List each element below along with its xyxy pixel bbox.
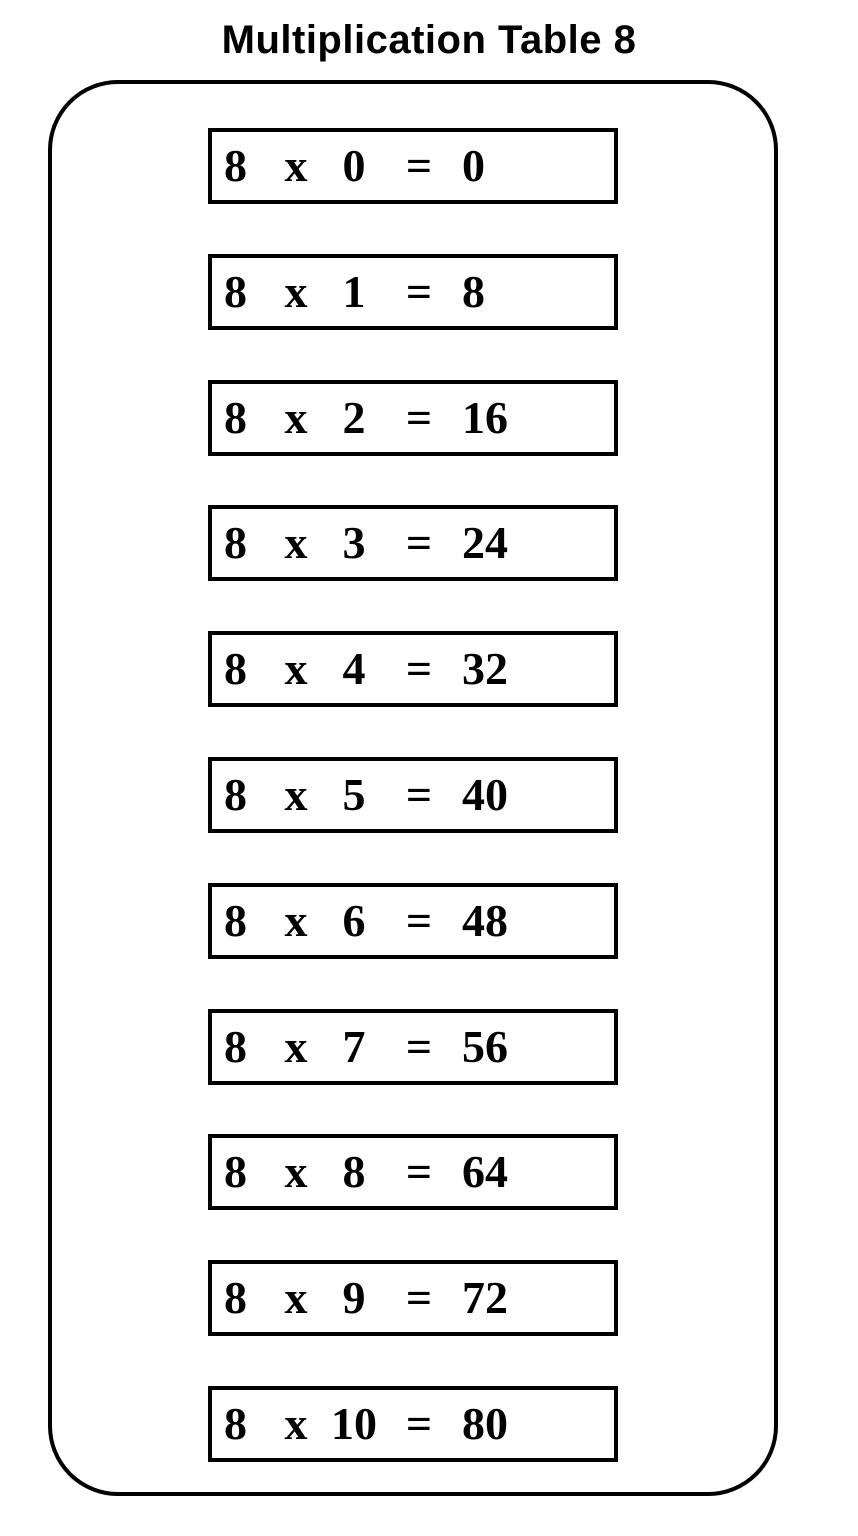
equals-operator: = <box>404 1401 434 1447</box>
operand-a: 8 <box>224 772 264 818</box>
equation-row: 8x4 = 32 <box>208 631 618 707</box>
operand-b: 7 <box>328 1024 380 1070</box>
equals-operator: = <box>404 1024 434 1070</box>
equation-row: 8x6 = 48 <box>208 883 618 959</box>
result: 8 <box>462 269 542 315</box>
operand-b: 1 <box>328 269 380 315</box>
result: 80 <box>462 1401 542 1447</box>
result: 40 <box>462 772 542 818</box>
operand-b: 3 <box>328 520 380 566</box>
equals-operator: = <box>404 1149 434 1195</box>
equation: 8x7 = 56 <box>224 1024 542 1070</box>
equation-row: 8x3 = 24 <box>208 505 618 581</box>
times-operator: x <box>282 1024 310 1070</box>
operand-b: 0 <box>328 143 380 189</box>
operand-a: 8 <box>224 143 264 189</box>
operand-a: 8 <box>224 1275 264 1321</box>
result: 56 <box>462 1024 542 1070</box>
equation-row: 8x0=0 <box>208 128 618 204</box>
result: 16 <box>462 395 542 441</box>
operand-b: 6 <box>328 898 380 944</box>
operand-b: 4 <box>328 646 380 692</box>
operand-b: 5 <box>328 772 380 818</box>
equals-operator: = <box>404 772 434 818</box>
equation: 8x4 = 32 <box>224 646 542 692</box>
equals-operator: = <box>404 646 434 692</box>
times-operator: x <box>282 1401 310 1447</box>
equation-row: 8x8 = 64 <box>208 1134 618 1210</box>
result: 48 <box>462 898 542 944</box>
equation: 8x1=8 <box>224 269 542 315</box>
equals-operator: = <box>404 395 434 441</box>
table-panel: 8x0=08x1=88x2=168x3=248x4=328x5=408x6=48… <box>48 80 778 1496</box>
page-title: Multiplication Table 8 <box>0 18 858 63</box>
times-operator: x <box>282 143 310 189</box>
result: 64 <box>462 1149 542 1195</box>
operand-a: 8 <box>224 1149 264 1195</box>
equals-operator: = <box>404 269 434 315</box>
result: 24 <box>462 520 542 566</box>
result: 32 <box>462 646 542 692</box>
times-operator: x <box>282 772 310 818</box>
equals-operator: = <box>404 898 434 944</box>
operand-b: 8 <box>328 1149 380 1195</box>
equation: 8x2 = 16 <box>224 395 542 441</box>
equation: 8x9 = 72 <box>224 1275 542 1321</box>
operand-b: 2 <box>328 395 380 441</box>
times-operator: x <box>282 269 310 315</box>
result: 72 <box>462 1275 542 1321</box>
equation: 8x6 = 48 <box>224 898 542 944</box>
operand-b: 10 <box>328 1401 380 1447</box>
equation: 8x3 = 24 <box>224 520 542 566</box>
equation: 8x 10 = 80 <box>224 1401 542 1447</box>
equation-row: 8x 10 = 80 <box>208 1386 618 1462</box>
operand-a: 8 <box>224 1024 264 1070</box>
times-operator: x <box>282 1275 310 1321</box>
equation-row: 8x9 = 72 <box>208 1260 618 1336</box>
times-operator: x <box>282 1149 310 1195</box>
operand-a: 8 <box>224 898 264 944</box>
equation: 8x8 = 64 <box>224 1149 542 1195</box>
page: Multiplication Table 8 8x0=08x1=88x2=168… <box>0 0 858 1536</box>
equation-row: 8x5 = 40 <box>208 757 618 833</box>
equation-row: 8x7 = 56 <box>208 1009 618 1085</box>
result: 0 <box>462 143 542 189</box>
equation-row: 8x1=8 <box>208 254 618 330</box>
equals-operator: = <box>404 520 434 566</box>
equation-row: 8x2 = 16 <box>208 380 618 456</box>
times-operator: x <box>282 520 310 566</box>
operand-b: 9 <box>328 1275 380 1321</box>
equation: 8x0=0 <box>224 143 542 189</box>
times-operator: x <box>282 646 310 692</box>
times-operator: x <box>282 395 310 441</box>
equals-operator: = <box>404 1275 434 1321</box>
operand-a: 8 <box>224 520 264 566</box>
equation: 8x5 = 40 <box>224 772 542 818</box>
operand-a: 8 <box>224 646 264 692</box>
times-operator: x <box>282 898 310 944</box>
equals-operator: = <box>404 143 434 189</box>
operand-a: 8 <box>224 395 264 441</box>
operand-a: 8 <box>224 1401 264 1447</box>
operand-a: 8 <box>224 269 264 315</box>
